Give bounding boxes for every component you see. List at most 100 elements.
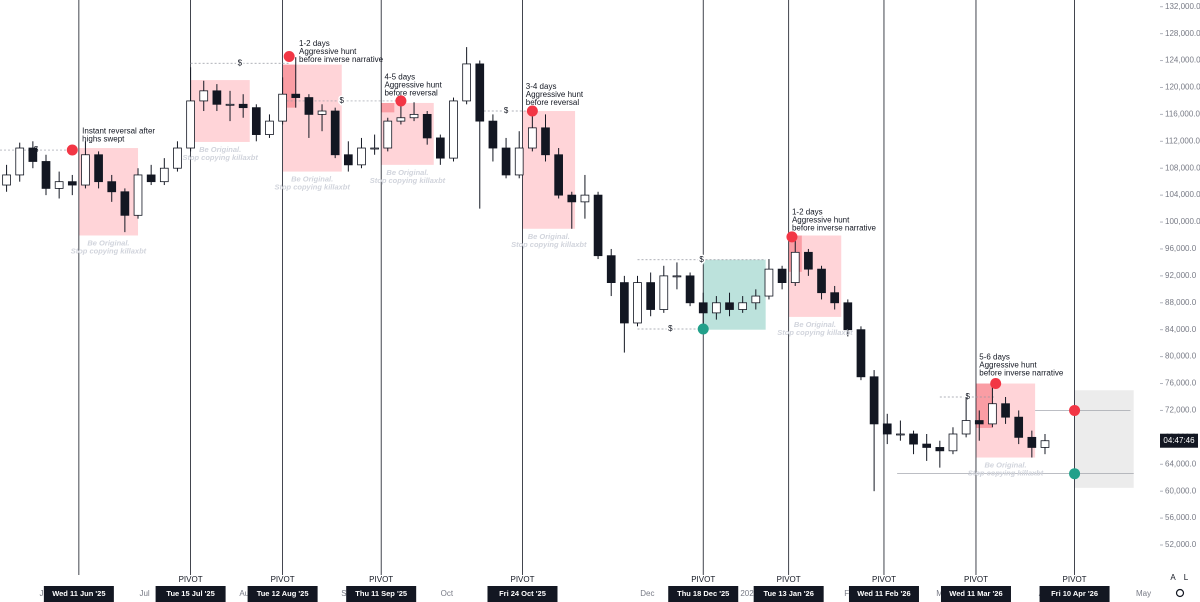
candle-body xyxy=(265,120,274,135)
date-label: Wed 11 Mar '26 xyxy=(949,589,1002,598)
settings-icon[interactable] xyxy=(1175,588,1185,598)
candle-body xyxy=(633,282,642,324)
signal-dot xyxy=(990,378,1002,390)
y-tick-label: 76,000.0 xyxy=(1165,379,1197,388)
candle-body xyxy=(790,251,800,283)
note: 5-6 days xyxy=(979,352,1010,361)
candle-body xyxy=(212,90,222,105)
candle-body xyxy=(81,154,90,186)
candle-body xyxy=(685,275,695,304)
candle-body xyxy=(974,420,984,425)
level-label: $ xyxy=(504,106,509,115)
y-tick-label: 88,000.0 xyxy=(1165,298,1197,307)
candle-body xyxy=(1001,403,1010,418)
signal-dot xyxy=(1069,468,1081,480)
y-tick-label: 64,000.0 xyxy=(1165,459,1197,468)
countdown-box xyxy=(1160,433,1198,448)
candle-body xyxy=(146,174,156,183)
y-tick-label: 116,000.0 xyxy=(1165,109,1200,118)
watermark: Stop copying killaxbt xyxy=(511,240,587,249)
candle-body xyxy=(554,154,563,196)
candle-body xyxy=(620,282,629,324)
y-tick-label: 80,000.0 xyxy=(1165,352,1197,361)
y-tick-label: 100,000.0 xyxy=(1165,217,1200,226)
note: Aggressive hunt xyxy=(299,47,357,56)
candle-body xyxy=(882,423,892,435)
y-tick-label: 112,000.0 xyxy=(1165,136,1200,145)
watermark: Be Original. xyxy=(794,320,836,329)
candle-body xyxy=(672,275,682,278)
candle-body xyxy=(15,147,25,176)
candle-body xyxy=(435,137,445,159)
candle-body xyxy=(764,268,774,297)
candle-body xyxy=(817,268,826,294)
date-label: Thu 18 Dec '25 xyxy=(677,589,729,598)
candle-body xyxy=(251,107,261,135)
levels: $$$$$$$ xyxy=(0,57,1134,475)
price-axis-bg xyxy=(1160,0,1200,602)
date-label-box xyxy=(487,586,558,602)
candle-body xyxy=(449,100,458,159)
candle-body xyxy=(28,147,38,162)
note: highs swept xyxy=(82,134,125,143)
signal-dot xyxy=(526,105,538,117)
y-tick-label: 120,000.0 xyxy=(1165,83,1200,92)
candle-body xyxy=(159,167,169,183)
date-label: Wed 11 Feb '26 xyxy=(857,589,910,598)
watermark: Stop copying killaxbt xyxy=(370,176,446,185)
candle-body xyxy=(107,181,117,193)
watermark: Stop copying killaxbt xyxy=(71,246,147,255)
note: before inverse narrative xyxy=(979,368,1064,377)
y-tick-label: 128,000.0 xyxy=(1165,29,1200,38)
date-label-box xyxy=(848,586,919,602)
candle-body xyxy=(922,443,932,448)
signal-dot xyxy=(283,51,295,63)
corner-button[interactable]: L xyxy=(1184,573,1189,582)
candle-body xyxy=(777,268,787,283)
candle-body xyxy=(383,120,393,149)
candle-body xyxy=(659,275,669,310)
y-tick-label: 104,000.0 xyxy=(1165,190,1200,199)
candle-body xyxy=(935,447,945,452)
date-label: Thu 11 Sep '25 xyxy=(355,589,407,598)
signal-dot xyxy=(395,95,407,107)
date-label-box xyxy=(940,586,1011,602)
watermark: Be Original. xyxy=(528,232,570,241)
candle-body xyxy=(357,147,366,166)
date-label-box xyxy=(155,586,226,602)
pivot-label: PIVOT xyxy=(1063,575,1087,584)
candle-body xyxy=(948,433,958,452)
corner-button[interactable]: A xyxy=(1170,573,1176,582)
zone xyxy=(703,259,766,330)
y-tick-label: 52,000.0 xyxy=(1165,540,1197,549)
countdown: 04:47:46 xyxy=(1163,436,1195,445)
date-label: Tue 13 Jan '26 xyxy=(763,589,813,598)
candle-body xyxy=(528,127,537,149)
note: Aggressive hunt xyxy=(792,216,850,225)
candle-body xyxy=(856,329,866,378)
candle-body xyxy=(580,194,590,203)
pivot-label: PIVOT xyxy=(872,575,896,584)
watermark: Stop copying killaxbt xyxy=(274,183,350,192)
candle-body xyxy=(94,154,103,183)
candle-body xyxy=(370,147,379,150)
candle-body xyxy=(843,302,853,331)
candle-body xyxy=(1040,440,1050,448)
candle-body xyxy=(501,147,511,176)
level-label: $ xyxy=(340,96,345,105)
month-label: May xyxy=(1136,589,1151,598)
candle-body xyxy=(488,120,498,149)
y-tick-label: 96,000.0 xyxy=(1165,244,1197,253)
signal-dot xyxy=(697,323,709,335)
candle-body xyxy=(199,90,209,102)
candle-body xyxy=(120,191,130,216)
note: 1-2 days xyxy=(299,39,330,48)
level-label: $ xyxy=(966,392,971,401)
y-tick-label: 132,000.0 xyxy=(1165,2,1200,11)
candle-body xyxy=(541,127,550,156)
level-label: $ xyxy=(668,324,673,333)
level-label: $ xyxy=(238,58,243,67)
candle-body xyxy=(751,295,761,304)
